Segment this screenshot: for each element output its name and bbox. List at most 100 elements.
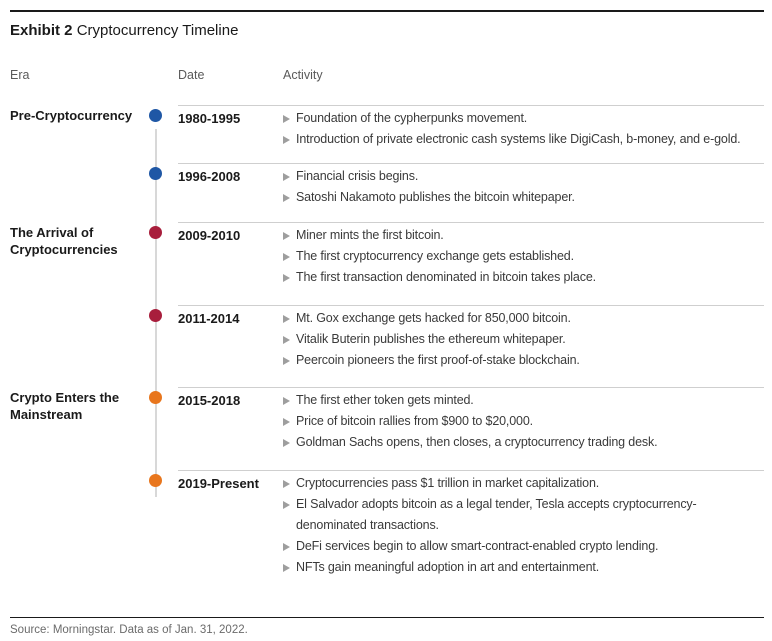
activity-item: Mt. Gox exchange gets hacked for 850,000… (283, 308, 764, 329)
timeline-dot-icon (149, 109, 162, 122)
activity-text: Foundation of the cypherpunks movement. (296, 111, 528, 125)
date-label: 2009-2010 (178, 228, 241, 243)
exhibit-title-text: Cryptocurrency Timeline (76, 22, 239, 39)
era-label: The Arrival of Cryptocurrencies (10, 225, 118, 257)
era-label: Pre-Cryptocurrency (10, 108, 133, 123)
bullet-arrow-icon (283, 396, 290, 405)
activity-item: El Salvador adopts bitcoin as a legal te… (283, 494, 764, 536)
activity-text: Introduction of private electronic cash … (296, 132, 741, 146)
era-label (10, 305, 149, 387)
exhibit-title: Exhibit 2 Cryptocurrency Timeline (10, 21, 764, 40)
activity-item: The first transaction denominated in bit… (283, 267, 764, 288)
column-header-era: Era (10, 68, 30, 82)
bullet-arrow-icon (283, 193, 290, 202)
bullet-arrow-icon (283, 273, 290, 282)
group-content: 1996-2008 Financial crisis begins. Satoshi… (178, 163, 764, 222)
activity-text: Satoshi Nakamoto publishes the bitcoin w… (296, 190, 575, 204)
timeline-dot-cell (149, 163, 178, 222)
column-headers: Era Date Activity (10, 68, 764, 83)
date-label: 1996-2008 (178, 169, 241, 184)
activity-list: Mt. Gox exchange gets hacked for 850,000… (283, 308, 764, 387)
bullet-arrow-icon (283, 314, 290, 323)
timeline: Pre-Cryptocurrency 1980-1995 Foundation of… (10, 105, 764, 617)
bullet-arrow-icon (283, 438, 290, 447)
timeline-dot-cell (149, 105, 178, 163)
timeline-dot-icon (149, 309, 162, 322)
bullet-arrow-icon (283, 231, 290, 240)
timeline-dot-icon (149, 226, 162, 239)
activity-text: Vitalik Buterin publishes the ethereum w… (296, 332, 566, 346)
activity-item: Peercoin pioneers the first proof-of-sta… (283, 350, 764, 371)
bullet-arrow-icon (283, 479, 290, 488)
timeline-dot-cell (149, 387, 178, 470)
activity-text: The first cryptocurrency exchange gets e… (296, 249, 574, 263)
activity-item: Price of bitcoin rallies from $900 to $2… (283, 411, 764, 432)
activity-text: Price of bitcoin rallies from $900 to $2… (296, 414, 533, 428)
group-content: 2015-2018 The first ether token gets mint… (178, 387, 764, 470)
bullet-arrow-icon (283, 135, 290, 144)
bullet-arrow-icon (283, 172, 290, 181)
bullet-arrow-icon (283, 542, 290, 551)
activity-text: DeFi services begin to allow smart-contr… (296, 539, 659, 553)
activity-text: Peercoin pioneers the first proof-of-sta… (296, 353, 580, 367)
timeline-group: The Arrival of Cryptocurrencies 2009-2010… (10, 222, 764, 305)
activity-item: DeFi services begin to allow smart-contr… (283, 536, 764, 557)
timeline-dot-icon (149, 474, 162, 487)
era-label (10, 470, 149, 617)
date-label: 2015-2018 (178, 393, 241, 408)
activity-item: Satoshi Nakamoto publishes the bitcoin w… (283, 187, 764, 208)
activity-text: The first transaction denominated in bit… (296, 270, 596, 284)
date-label: 1980-1995 (178, 111, 241, 126)
activity-item: Introduction of private electronic cash … (283, 129, 764, 150)
activity-list: Financial crisis begins. Satoshi Nakamoto… (283, 166, 764, 222)
activity-text: Cryptocurrencies pass $1 trillion in mar… (296, 476, 600, 490)
activity-item: The first ether token gets minted. (283, 390, 764, 411)
activity-item: Goldman Sachs opens, then closes, a cryp… (283, 432, 764, 453)
bottom-rule (10, 617, 764, 618)
era-label (10, 163, 149, 222)
bullet-arrow-icon (283, 335, 290, 344)
bullet-arrow-icon (283, 500, 290, 509)
bullet-arrow-icon (283, 356, 290, 365)
timeline-dot-cell (149, 305, 178, 387)
activity-item: Financial crisis begins. (283, 166, 764, 187)
activity-list: Miner mints the first bitcoin. The first … (283, 225, 764, 305)
bullet-arrow-icon (283, 252, 290, 261)
top-rule (10, 10, 764, 12)
activity-item: The first cryptocurrency exchange gets e… (283, 246, 764, 267)
date-label: 2011-2014 (178, 311, 240, 326)
bullet-arrow-icon (283, 114, 290, 123)
era-label: Crypto Enters the Mainstream (10, 390, 120, 422)
timeline-group: 1996-2008 Financial crisis begins. Satoshi… (10, 163, 764, 222)
bullet-arrow-icon (283, 417, 290, 426)
activity-item: Foundation of the cypherpunks movement. (283, 108, 764, 129)
timeline-dot-icon (149, 167, 162, 180)
timeline-group: Crypto Enters the Mainstream 2015-2018 The… (10, 387, 764, 470)
activity-text: El Salvador adopts bitcoin as a legal te… (296, 497, 697, 532)
activity-text: Goldman Sachs opens, then closes, a cryp… (296, 435, 658, 449)
activity-list: Foundation of the cypherpunks movement. I… (283, 108, 764, 163)
activity-list: Cryptocurrencies pass $1 trillion in mar… (283, 473, 764, 617)
exhibit-label: Exhibit 2 (10, 22, 73, 39)
activity-text: The first ether token gets minted. (296, 393, 474, 407)
group-content: 1980-1995 Foundation of the cypherpunks m… (178, 105, 764, 163)
activity-item: NFTs gain meaningful adoption in art and… (283, 557, 764, 578)
bullet-arrow-icon (283, 563, 290, 572)
activity-text: Mt. Gox exchange gets hacked for 850,000… (296, 311, 571, 325)
activity-text: Miner mints the first bitcoin. (296, 228, 444, 242)
activity-item: Miner mints the first bitcoin. (283, 225, 764, 246)
timeline-dot-cell (149, 222, 178, 305)
timeline-dot-cell (149, 470, 178, 617)
timeline-group: Pre-Cryptocurrency 1980-1995 Foundation of… (10, 105, 764, 163)
activity-item: Vitalik Buterin publishes the ethereum w… (283, 329, 764, 350)
timeline-group: 2019-Present Cryptocurrencies pass $1 tri… (10, 470, 764, 617)
group-content: 2019-Present Cryptocurrencies pass $1 tri… (178, 470, 764, 617)
activity-text: Financial crisis begins. (296, 169, 419, 183)
activity-item: Cryptocurrencies pass $1 trillion in mar… (283, 473, 764, 494)
activity-text: NFTs gain meaningful adoption in art and… (296, 560, 600, 574)
column-header-date: Date (178, 68, 205, 82)
source-note: Source: Morningstar. Data as of Jan. 31,… (10, 624, 248, 636)
timeline-group: 2011-2014 Mt. Gox exchange gets hacked fo… (10, 305, 764, 387)
column-header-activity: Activity (283, 68, 323, 82)
